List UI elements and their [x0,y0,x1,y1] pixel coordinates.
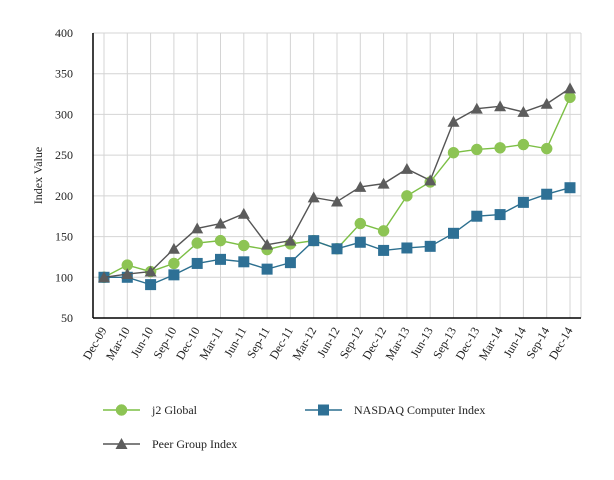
data-point [448,227,459,239]
y-tick-label: 100 [55,270,73,284]
y-axis-title: Index Value [31,147,45,204]
data-point [470,102,483,114]
y-tick-label: 50 [61,311,73,325]
data-point [377,225,390,237]
data-point [144,265,157,277]
y-tick-label: 300 [55,107,73,121]
data-point [308,235,320,247]
data-point [191,237,203,249]
y-tick-label: 250 [55,148,73,162]
data-point [494,209,506,221]
data-point [354,180,367,192]
data-point [401,242,413,254]
series-peer-group-index [98,82,576,283]
legend-marker [115,404,128,416]
series-layer [98,82,576,291]
data-point [261,263,273,275]
series-j2-global [98,91,576,284]
data-point [284,234,297,246]
data-point [541,188,553,200]
data-point [494,142,506,154]
data-point [145,279,157,291]
data-point [401,190,413,202]
data-point [424,174,437,186]
legend-label: j2 Global [151,403,198,417]
data-point [424,240,436,252]
data-point [354,217,367,230]
legend-item: j2 Global [103,403,198,417]
y-tick-label: 350 [55,67,73,81]
data-point [238,256,250,268]
data-point [191,222,204,234]
data-point [238,239,250,252]
data-point [494,100,507,112]
data-point [191,257,203,269]
y-tick-label: 150 [55,230,73,244]
data-point [564,182,576,194]
data-point [517,196,529,208]
x-tick-label: Mar-11 [196,325,226,363]
data-point [471,143,483,156]
x-tick-labels: Dec-09Mar-10Jun-10Sep-10Dec-10Mar-11Jun-… [80,324,576,362]
data-point [331,243,343,255]
data-point [215,253,226,265]
data-point [471,210,483,222]
data-point [261,238,274,250]
data-point [354,236,366,248]
data-point [237,207,250,219]
data-point [378,244,390,256]
y-tick-labels: 50 100 150 200 250 300 350 400 [55,26,73,325]
data-point [167,242,180,254]
legend-marker [318,404,329,416]
y-tick-label: 400 [55,26,73,40]
axes [92,33,581,319]
data-point [400,163,413,174]
x-tick-label: Mar-13 [382,325,412,363]
data-point [98,271,110,283]
legend: j2 Global NASDAQ Computer Index Peer Group… [103,403,485,451]
x-tick-label: Mar-12 [289,325,319,363]
legend-item: Peer Group Index [103,437,237,451]
x-tick-label: Dec-14 [546,325,576,363]
x-tick-label: Mar-14 [476,324,506,362]
data-point [564,82,576,94]
data-point [168,257,180,270]
data-point [540,142,553,155]
legend-label: NASDAQ Computer Index [354,403,485,417]
x-tick-label: Mar-10 [103,325,133,363]
data-point [517,138,530,151]
data-point [284,257,296,269]
data-point [540,97,553,109]
data-point [121,268,134,279]
data-point [168,269,180,281]
data-point [517,106,530,117]
data-point [564,91,576,104]
y-tick-label: 200 [55,189,73,203]
data-point [307,191,320,203]
data-point [331,195,343,207]
legend-marker [115,438,128,449]
gridlines [93,32,582,319]
legend-item: NASDAQ Computer Index [305,403,485,417]
data-point [214,234,227,247]
data-point [214,217,227,229]
data-point [447,146,460,159]
legend-label: Peer Group Index [152,437,237,451]
data-point [377,177,390,189]
data-point [447,115,460,127]
